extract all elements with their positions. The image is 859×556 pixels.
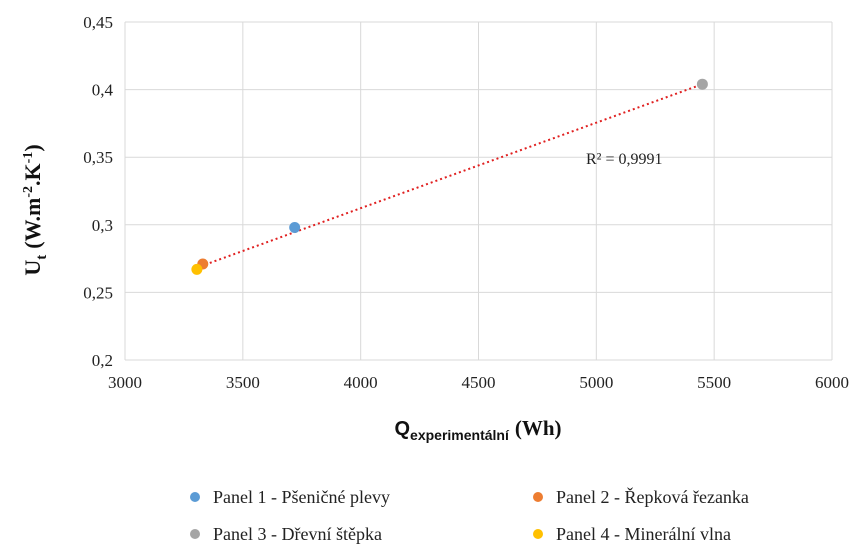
- data-points: [191, 78, 708, 275]
- y-axis-title-main: U: [20, 260, 45, 276]
- y-axis-title: Ut (W.m-2.K-1): [20, 144, 50, 275]
- trendline-group: [195, 83, 703, 270]
- y-axis-title-sub: t: [34, 255, 50, 260]
- y-tick-label: 0,2: [92, 351, 113, 370]
- x-axis-title-sub: experimentální: [410, 427, 510, 443]
- legend-label-panel-4: Panel 4 - Minerální vlna: [556, 524, 731, 544]
- data-point-panel-3: [696, 78, 708, 90]
- legend-item-panel-3: Panel 3 - Dřevní štěpka: [190, 524, 382, 544]
- x-axis-title-main: Q: [394, 418, 410, 440]
- y-axis-title-unit-pre: (W.m: [20, 198, 45, 249]
- legend-label-panel-2: Panel 2 - Řepková řezanka: [556, 486, 749, 507]
- x-tick-label: 3000: [108, 373, 142, 392]
- r-squared-label: R² = 0,9991: [586, 151, 663, 168]
- y-axis-title-mid: .K: [20, 163, 45, 186]
- x-tick-label: 4000: [344, 373, 378, 392]
- y-tick-label: 0,3: [92, 216, 113, 235]
- x-tick-label: 3500: [226, 373, 260, 392]
- x-tick-label: 5500: [697, 373, 731, 392]
- data-point-panel-4: [191, 263, 203, 275]
- x-axis-tick-labels: 3000 3500 4000 4500 5000 5500 6000: [108, 373, 849, 392]
- y-tick-label: 0,35: [83, 148, 113, 167]
- y-tick-label: 0,4: [92, 81, 114, 100]
- y-axis-title-exp1: -2: [21, 186, 36, 198]
- x-axis-title-unit: (Wh): [515, 416, 562, 440]
- x-tick-label: 6000: [815, 373, 849, 392]
- legend: Panel 1 - Pšeničné plevy Panel 2 - Řepko…: [190, 486, 749, 544]
- y-axis-title-exp2: -1: [21, 152, 36, 164]
- legend-label-panel-1: Panel 1 - Pšeničné plevy: [213, 487, 390, 507]
- legend-marker-panel-2: [533, 492, 543, 502]
- trendline: [195, 83, 703, 270]
- data-point-panel-1: [289, 222, 301, 234]
- legend-label-panel-3: Panel 3 - Dřevní štěpka: [213, 524, 382, 544]
- legend-item-panel-1: Panel 1 - Pšeničné plevy: [190, 487, 390, 507]
- x-tick-label: 5000: [579, 373, 613, 392]
- legend-marker-panel-3: [190, 529, 200, 539]
- y-axis-title-unit-post: ): [20, 144, 45, 151]
- legend-item-panel-4: Panel 4 - Minerální vlna: [533, 524, 731, 544]
- x-axis-title: Qexperimentální (Wh): [394, 416, 561, 443]
- grid-lines: [124, 21, 833, 361]
- y-tick-label: 0,45: [83, 13, 113, 32]
- y-tick-label: 0,25: [83, 283, 113, 302]
- y-axis-tick-labels: 0,2 0,25 0,3 0,35 0,4 0,45: [83, 13, 113, 370]
- legend-marker-panel-1: [190, 492, 200, 502]
- legend-item-panel-2: Panel 2 - Řepková řezanka: [533, 486, 749, 507]
- x-tick-label: 4500: [462, 373, 496, 392]
- legend-marker-panel-4: [533, 529, 543, 539]
